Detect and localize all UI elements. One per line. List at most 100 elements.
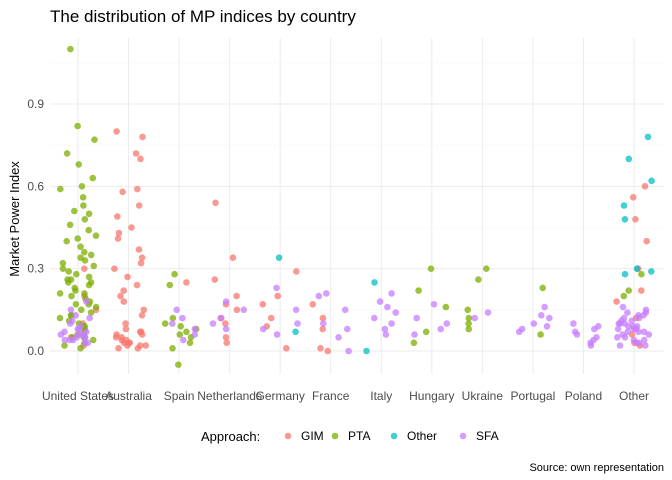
data-point-gim [120,287,127,294]
data-point-pta [68,292,75,300]
x-tick-label: Germany [256,389,305,403]
data-point-other [625,155,633,163]
data-point-sfa [72,312,79,319]
data-point-sfa [320,320,327,327]
data-point-pta [65,268,72,275]
data-point-pta [92,232,100,239]
data-point-pta [177,323,184,330]
data-point-gim [135,202,143,209]
data-point-pta [465,314,473,322]
data-point-sfa [341,306,349,314]
data-point-pta [72,301,80,308]
data-point-sfa [169,320,176,327]
data-point-pta [78,306,85,314]
data-point-gim [118,334,125,341]
data-point-sfa [388,290,395,297]
data-point-sfa [371,314,378,322]
data-point-gim [629,194,637,201]
data-point-other [620,202,628,209]
data-point-sfa [616,320,624,327]
data-point-sfa [81,339,89,347]
data-point-gim [233,306,241,314]
data-point-gim [135,246,143,253]
data-point-pta [74,235,81,242]
data-point-pta [81,216,89,223]
data-point-other [621,216,629,223]
data-point-sfa [546,314,553,322]
data-point-gim [114,235,122,242]
data-point-pta [87,251,95,259]
data-point-gim [137,155,144,163]
data-point-sfa [587,342,595,349]
data-point-other [363,347,370,355]
data-point-pta [176,331,184,338]
x-tick-label: Australia [105,389,152,403]
data-point-pta [483,265,490,273]
data-point-sfa [335,334,342,341]
data-point-sfa [388,320,395,327]
data-point-sfa [570,320,577,327]
data-point-sfa [538,312,545,319]
data-point-sfa [632,325,640,333]
data-point-sfa [621,334,629,341]
chart-caption: Source: own representation [529,462,664,474]
data-point-gim [283,345,290,352]
legend-title: Approach: [201,429,260,444]
data-point-sfa [77,323,85,330]
data-point-sfa [384,303,391,311]
data-point-pta [56,314,64,322]
legend-key-pta [331,432,339,440]
data-point-pta [89,336,97,344]
data-point-gim [137,259,145,267]
data-point-gim [115,345,122,352]
data-point-gim [222,320,229,327]
data-point-gim [641,183,649,190]
x-tick-label: France [312,389,350,403]
data-point-pta [90,262,98,270]
data-point-sfa [443,320,451,327]
data-point-sfa [294,320,301,327]
data-point-sfa [628,317,635,325]
y-tick-label: 0.6 [27,179,44,193]
legend-label-gim: GIM [301,429,324,443]
data-point-other [648,268,655,275]
y-axis-title: Market Power Index [7,161,22,277]
data-point-gim [128,224,135,231]
data-point-pta [415,287,422,294]
data-point-gim [138,254,146,261]
data-point-pta [56,290,64,297]
data-point-sfa [344,325,351,333]
data-point-gim [124,273,131,281]
data-point-gim [324,347,332,355]
data-point-pta [169,345,176,352]
data-point-pta [537,331,544,338]
data-point-gim [126,339,134,347]
data-point-gim [638,287,645,294]
y-axis-tick-labels: 0.0 0.3 0.6 0.9 [27,97,44,358]
legend-label-pta: PTA [348,429,370,443]
data-point-pta [77,345,84,352]
data-point-gim [112,334,120,341]
data-point-pta [91,136,98,143]
data-point-sfa [323,290,330,297]
data-point-sfa [541,303,548,311]
data-point-gim [132,150,140,157]
data-point-sfa [642,342,649,349]
data-point-sfa [543,323,551,330]
data-point-gim [259,301,267,308]
data-point-pta [427,265,435,273]
data-point-pta [63,150,71,157]
data-point-sfa [209,320,217,327]
data-point-gim [274,292,282,300]
data-point-pta [79,194,87,201]
legend: Approach: GIM PTA Other SFA [201,429,499,444]
data-point-gim [293,268,300,275]
data-point-sfa [392,309,400,316]
data-point-pta [465,325,473,333]
data-point-gim [115,229,123,237]
data-point-pta [67,45,74,53]
x-tick-label: United States [42,389,114,403]
data-point-sfa [624,309,631,316]
data-point-gim [229,254,237,261]
